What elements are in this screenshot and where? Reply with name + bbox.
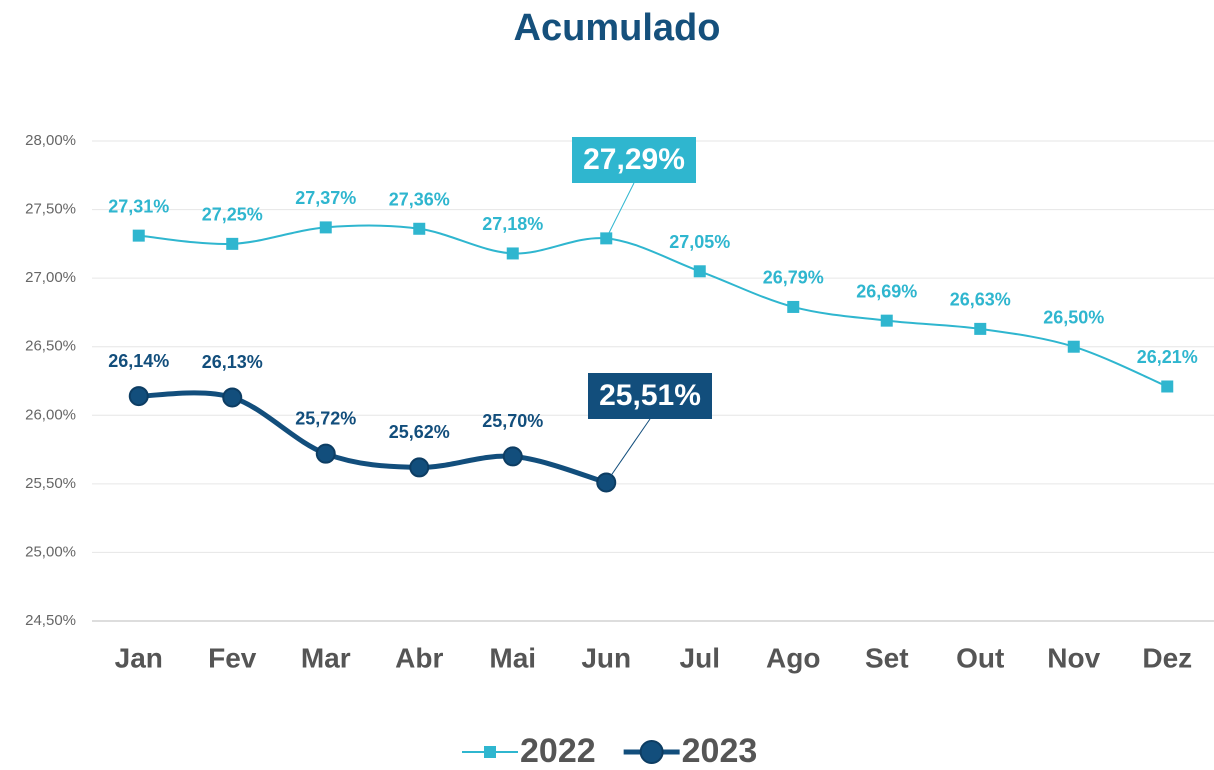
marker — [974, 322, 987, 335]
data-label: 26,13% — [202, 352, 263, 372]
data-label: 27,29% — [583, 143, 685, 176]
marker — [409, 457, 430, 478]
x-tick-label: Ago — [766, 642, 820, 673]
data-label: 27,37% — [295, 188, 356, 208]
series-line — [138, 390, 607, 485]
data-label: 25,62% — [389, 422, 450, 442]
data-label: 27,18% — [482, 214, 543, 234]
y-tick-label: 26,50% — [25, 338, 76, 355]
data-label: 26,21% — [1137, 347, 1198, 367]
x-tick-label: Mar — [301, 642, 351, 673]
data-label: 26,50% — [1043, 307, 1104, 327]
y-tick-label: 26,00% — [25, 406, 76, 423]
marker — [502, 446, 523, 467]
marker — [128, 386, 149, 407]
x-tick-label: Dez — [1142, 642, 1192, 673]
marker — [639, 740, 664, 764]
legend-label: 2022 — [520, 732, 596, 770]
chart-title: Acumulado — [514, 7, 721, 49]
data-label: 26,79% — [763, 268, 824, 288]
y-tick-label: 27,00% — [25, 269, 76, 286]
marker — [787, 300, 800, 313]
y-tick-label: 25,00% — [25, 543, 76, 560]
data-label: 26,69% — [856, 281, 917, 301]
data-label: 27,05% — [669, 232, 730, 252]
y-tick-label: 28,00% — [25, 132, 76, 149]
marker — [315, 443, 336, 464]
x-tick-label: Nov — [1047, 642, 1100, 673]
data-label: 25,72% — [295, 408, 356, 428]
marker — [506, 247, 519, 260]
callout-leader — [605, 182, 635, 239]
x-tick-label: Fev — [208, 642, 257, 673]
legend-label: 2023 — [682, 732, 758, 770]
x-tick-label: Abr — [395, 642, 443, 673]
data-label: 27,36% — [389, 190, 450, 210]
data-label: 26,63% — [950, 290, 1011, 310]
callout-leader — [605, 418, 651, 483]
y-tick-label: 25,50% — [25, 475, 76, 492]
data-label: 25,51% — [599, 379, 701, 412]
x-tick-label: Set — [865, 642, 909, 673]
y-tick-label: 24,50% — [25, 612, 76, 629]
marker — [1067, 340, 1080, 353]
x-tick-label: Jun — [581, 642, 631, 673]
marker — [880, 314, 893, 327]
callout-box — [588, 373, 712, 419]
marker — [132, 229, 145, 242]
marker — [319, 221, 332, 234]
x-tick-label: Out — [956, 642, 1004, 673]
data-label: 26,14% — [108, 351, 169, 371]
callout-box — [572, 137, 696, 183]
marker — [1161, 380, 1174, 393]
data-label: 25,70% — [482, 411, 543, 431]
y-tick-label: 27,50% — [25, 201, 76, 218]
x-tick-label: Mai — [489, 642, 536, 673]
marker — [226, 237, 239, 250]
x-tick-label: Jan — [115, 642, 163, 673]
data-label: 27,31% — [108, 196, 169, 216]
x-tick-label: Jul — [680, 642, 720, 673]
marker — [693, 265, 706, 278]
marker — [413, 222, 426, 235]
data-label: 27,25% — [202, 205, 263, 225]
marker — [484, 746, 496, 758]
marker — [222, 387, 243, 408]
series-line — [138, 224, 1168, 388]
